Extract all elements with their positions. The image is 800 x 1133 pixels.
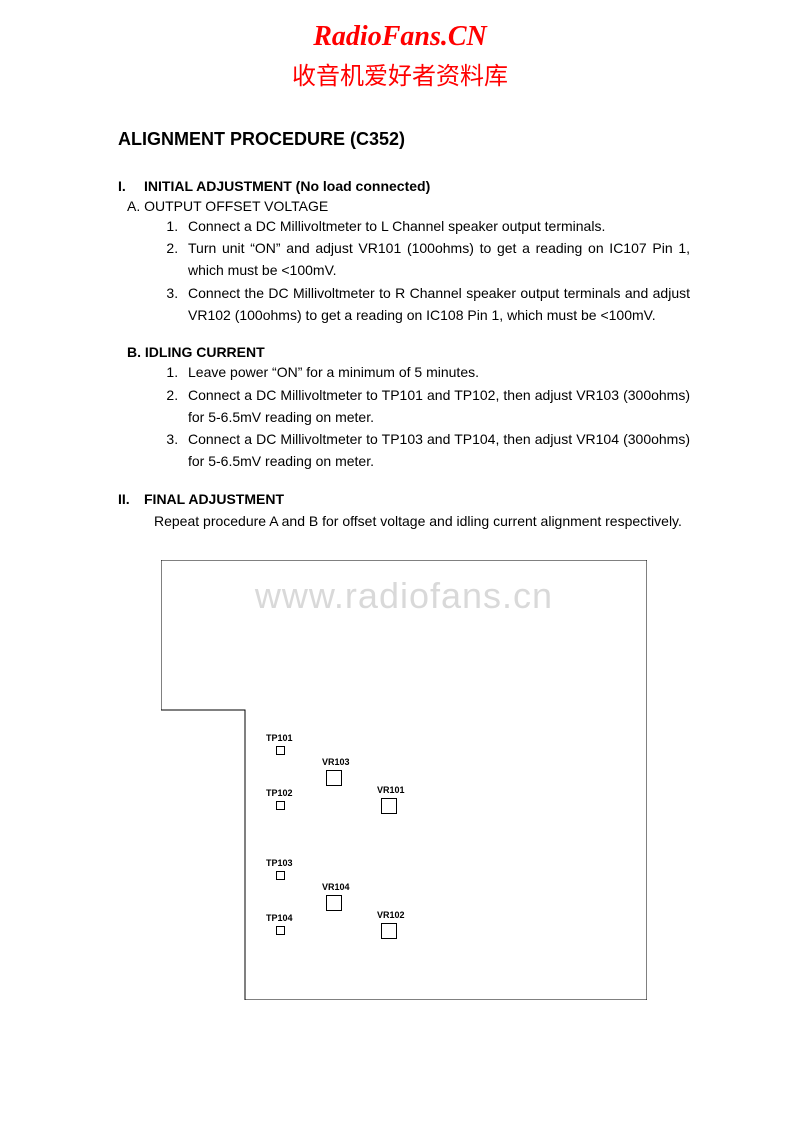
tp103-box — [276, 871, 285, 880]
section1-text: INITIAL ADJUSTMENT (No load connected) — [144, 178, 430, 194]
section1-roman: I. — [118, 178, 144, 194]
tp102-label: TP102 — [266, 788, 293, 798]
tp101-box — [276, 746, 285, 755]
vr104-label: VR104 — [322, 882, 350, 892]
subA-step: Turn unit “ON” and adjust VR101 (100ohms… — [182, 238, 690, 281]
vr101-label: VR101 — [377, 785, 405, 795]
page-title: ALIGNMENT PROCEDURE (C352) — [118, 129, 690, 150]
vr102-box — [381, 923, 397, 939]
pcb-outline — [161, 560, 647, 1000]
subB-step: Connect a DC Millivoltmeter to TP103 and… — [182, 429, 690, 472]
vr103-label: VR103 — [322, 757, 350, 767]
site-subtitle: 收音机爱好者资料库 — [0, 56, 800, 91]
subB-step: Leave power “ON” for a minimum of 5 minu… — [182, 362, 690, 384]
section1-heading: I.INITIAL ADJUSTMENT (No load connected) — [118, 178, 690, 194]
section2-roman: II. — [118, 491, 144, 507]
section2-text: FINAL ADJUSTMENT — [144, 491, 284, 507]
section2-heading: II.FINAL ADJUSTMENT — [118, 491, 690, 507]
pcb-polygon — [161, 560, 647, 1000]
subB-step: Connect a DC Millivoltmeter to TP101 and… — [182, 385, 690, 428]
vr104-box — [326, 895, 342, 911]
tp103-label: TP103 — [266, 858, 293, 868]
tp101-label: TP101 — [266, 733, 293, 743]
subA-heading: A. OUTPUT OFFSET VOLTAGE — [127, 198, 690, 214]
page-header: RadioFans.CN 收音机爱好者资料库 — [0, 0, 800, 91]
vr103-box — [326, 770, 342, 786]
content: ALIGNMENT PROCEDURE (C352) I.INITIAL ADJ… — [0, 91, 800, 1000]
subA-steps: Connect a DC Millivoltmeter to L Channel… — [118, 216, 690, 326]
section2-body: Repeat procedure A and B for offset volt… — [154, 511, 690, 532]
site-name: RadioFans.CN — [0, 22, 800, 53]
subB-heading: B. IDLING CURRENT — [127, 344, 690, 360]
tp102-box — [276, 801, 285, 810]
subA-step: Connect a DC Millivoltmeter to L Channel… — [182, 216, 690, 238]
pcb-diagram: www.radiofans.cn TP101 TP102 TP103 TP104… — [161, 560, 647, 1000]
vr101-box — [381, 798, 397, 814]
vr102-label: VR102 — [377, 910, 405, 920]
subA-step: Connect the DC Millivoltmeter to R Chann… — [182, 283, 690, 326]
subB-steps: Leave power “ON” for a minimum of 5 minu… — [118, 362, 690, 472]
tp104-label: TP104 — [266, 913, 293, 923]
tp104-box — [276, 926, 285, 935]
